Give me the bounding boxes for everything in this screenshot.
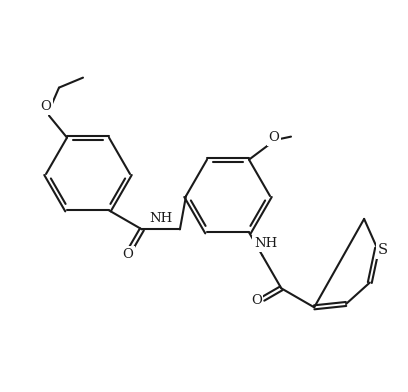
Text: O: O	[251, 294, 262, 307]
Text: O: O	[40, 100, 51, 113]
Text: NH: NH	[149, 212, 173, 225]
Text: NH: NH	[254, 238, 277, 250]
Text: O: O	[122, 248, 133, 261]
Text: O: O	[268, 131, 279, 144]
Text: S: S	[378, 243, 388, 257]
